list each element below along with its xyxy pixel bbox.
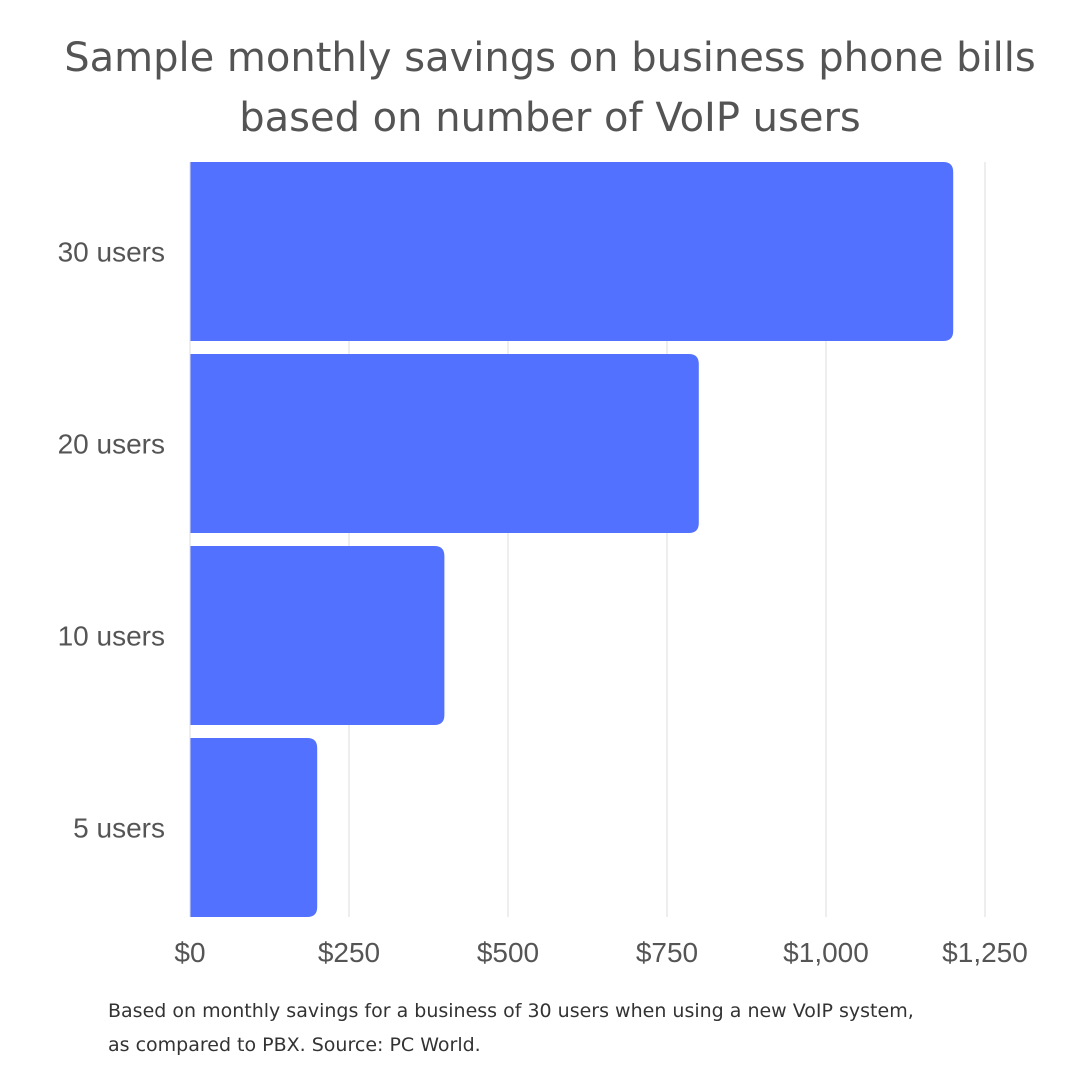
category-label: 30 users [58,237,165,268]
x-tick-label: $1,250 [942,937,1028,968]
x-tick-label: $250 [318,937,380,968]
x-tick-label: $750 [636,937,698,968]
bar [190,546,445,725]
x-tick-label: $0 [174,937,205,968]
chart-title-line-1: Sample monthly savings on business phone… [64,35,1036,81]
category-label: 20 users [58,429,165,460]
category-label: 10 users [58,621,165,652]
x-tick-label: $500 [477,937,539,968]
bar [190,162,954,341]
x-tick-label: $1,000 [783,937,869,968]
chart-footnote: Based on monthly savings for a business … [108,994,1048,1062]
bar [190,354,699,533]
category-label: 5 users [73,813,165,844]
footnote-line-2: as compared to PBX. Source: PC World. [108,1034,481,1056]
chart-title-line-2: based on number of VoIP users [239,95,861,141]
footnote-line-1: Based on monthly savings for a business … [108,1000,914,1022]
chart-title: Sample monthly savings on business phone… [0,28,1080,148]
bar [190,738,318,917]
